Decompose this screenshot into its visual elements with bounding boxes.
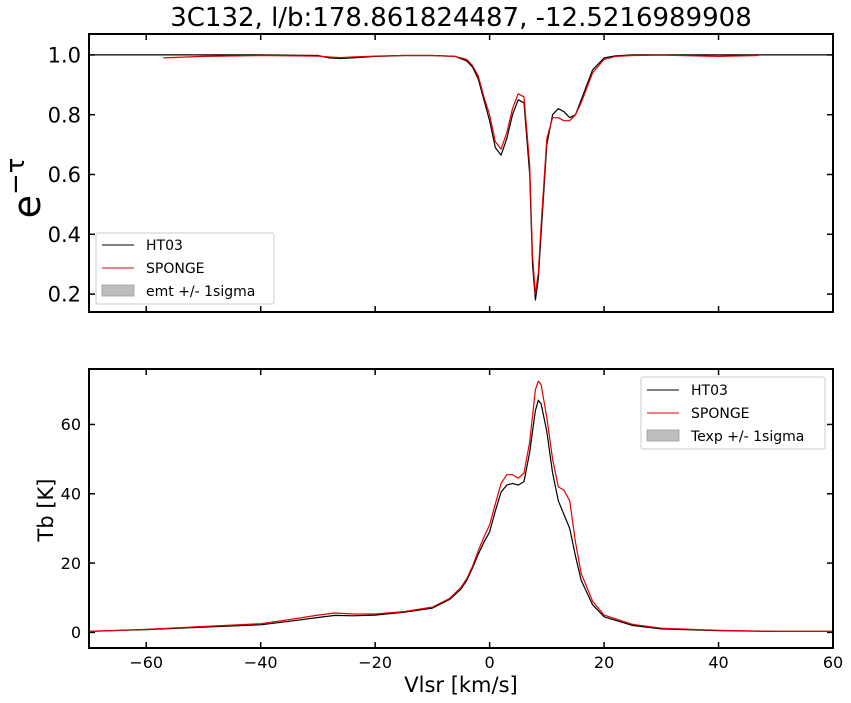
- bottom-legend-ht03-label: HT03: [691, 383, 728, 399]
- bottom-y-tick-label: 0: [71, 623, 81, 642]
- top-axes-frame: [88, 33, 834, 313]
- top-y-tick-label: 0.2: [48, 283, 81, 307]
- top-legend-sponge-label: SPONGE: [146, 261, 205, 277]
- bottom-y-axis-label: Tb [K]: [34, 479, 58, 543]
- top-legend: HT03 SPONGE emt +/- 1sigma: [95, 232, 275, 305]
- bottom-legend-band-label: Texp +/- 1sigma: [690, 429, 804, 445]
- top-y-tick-label: 0.4: [48, 223, 81, 247]
- x-tick-label: 60: [823, 653, 843, 672]
- bottom-axes-frame: [88, 368, 834, 649]
- bottom-legend-box: [640, 376, 826, 450]
- top-legend-band-label: emt +/- 1sigma: [146, 284, 255, 300]
- top-y-tick-labels: 0.2 0.4 0.6 0.8 1.0: [48, 43, 81, 306]
- x-tick-label: 20: [594, 653, 614, 672]
- top-legend-ht03-label: HT03: [146, 238, 183, 254]
- top-series-ht03: [89, 54, 833, 301]
- bottom-y-tick-label: 40: [61, 485, 81, 504]
- chart-title: 3C132, l/b:178.861824487, -12.5216989908: [170, 3, 752, 33]
- x-tick-label: 0: [485, 653, 495, 672]
- bottom-y-tick-label: 60: [61, 415, 81, 434]
- bottom-legend-sponge-label: SPONGE: [691, 406, 750, 422]
- bottom-x-tick-labels: −60 −40 −20 0 20 40 60: [129, 653, 843, 672]
- x-tick-label: −40: [244, 653, 278, 672]
- x-tick-label: 40: [708, 653, 728, 672]
- bottom-y-tick-label: 20: [61, 554, 81, 573]
- top-y-tick-label: 1.0: [48, 43, 81, 67]
- bottom-legend: HT03 SPONGE Texp +/- 1sigma: [640, 376, 826, 450]
- top-y-tick-label: 0.8: [48, 103, 81, 127]
- top-legend-box: [95, 232, 275, 305]
- bottom-panel: 0 20 40 60 −60 −40 −20 0 20 40 60 Tb [K] Vlsr [km…: [34, 368, 843, 697]
- top-y-axis-label: e−τ: [1, 158, 49, 219]
- x-tick-label: −20: [358, 653, 392, 672]
- bottom-series-sponge: [88, 380, 833, 632]
- bottom-series: [88, 380, 833, 632]
- top-series: [89, 54, 833, 301]
- bottom-legend-band-swatch: [646, 429, 680, 442]
- top-legend-band-swatch: [101, 284, 135, 297]
- bottom-y-tick-labels: 0 20 40 60: [61, 415, 81, 642]
- x-axis-label: Vlsr [km/s]: [404, 673, 517, 697]
- top-y-tick-label: 0.6: [48, 163, 81, 187]
- bottom-series-ht03: [88, 399, 833, 632]
- top-series-sponge: [163, 54, 759, 295]
- top-panel: 0.2 0.4 0.6 0.8 1.0 e−τ HT03 SPONGE emt +/- …: [1, 33, 834, 313]
- x-tick-label: −60: [129, 653, 163, 672]
